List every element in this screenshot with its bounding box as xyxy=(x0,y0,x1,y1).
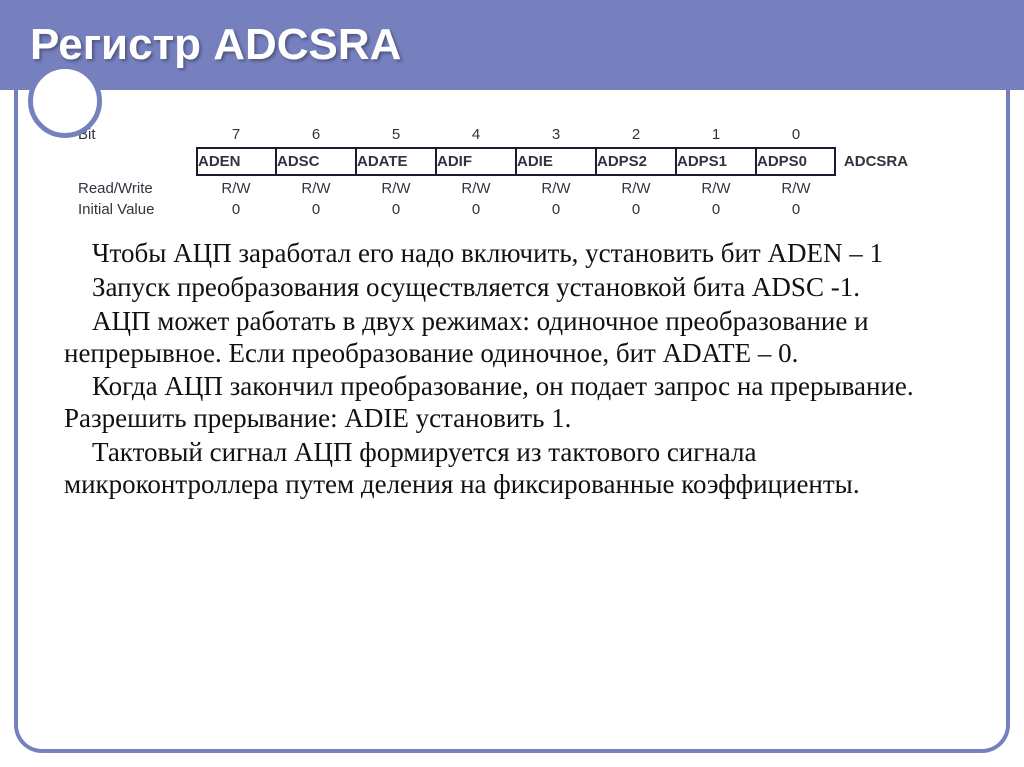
register-table: Bit 7 6 5 4 3 2 1 0 ADEN ADSC ADATE ADIF… xyxy=(76,126,948,218)
init-row-label: Initial Value xyxy=(76,201,196,218)
bit-name: ADSC xyxy=(276,147,356,176)
rw-cell: R/W xyxy=(676,180,756,197)
bit-num: 5 xyxy=(356,126,436,143)
rw-row-label: Read/Write xyxy=(76,180,196,197)
bit-name: ADPS0 xyxy=(756,147,836,176)
slide-title: Регистр ADCSRA xyxy=(30,20,401,70)
init-cell: 0 xyxy=(676,201,756,218)
title-bullet-icon xyxy=(28,64,102,138)
bit-num: 1 xyxy=(676,126,756,143)
bit-name: ADIF xyxy=(436,147,516,176)
bit-name: ADATE xyxy=(356,147,436,176)
paragraph: Чтобы АЦП заработал его надо включить, у… xyxy=(64,238,960,270)
rw-cell: R/W xyxy=(756,180,836,197)
bit-name: ADPS2 xyxy=(596,147,676,176)
rw-cell: R/W xyxy=(196,180,276,197)
bit-num: 2 xyxy=(596,126,676,143)
rw-cell: R/W xyxy=(356,180,436,197)
init-cell: 0 xyxy=(756,201,836,218)
body-text: Чтобы АЦП заработал его надо включить, у… xyxy=(64,238,960,501)
init-cell: 0 xyxy=(596,201,676,218)
init-cell: 0 xyxy=(276,201,356,218)
rw-cell: R/W xyxy=(516,180,596,197)
paragraph: АЦП может работать в двух режимах: одино… xyxy=(64,306,960,370)
content-frame: Bit 7 6 5 4 3 2 1 0 ADEN ADSC ADATE ADIF… xyxy=(14,90,1010,753)
init-cell: 0 xyxy=(196,201,276,218)
bit-name: ADEN xyxy=(196,147,276,176)
bit-row-label: Bit xyxy=(76,126,196,143)
bit-num: 4 xyxy=(436,126,516,143)
rw-cell: R/W xyxy=(596,180,676,197)
paragraph: Запуск преобразования осуществляется уст… xyxy=(64,272,960,304)
bit-num: 7 xyxy=(196,126,276,143)
rw-cell: R/W xyxy=(276,180,356,197)
paragraph: Тактовый сигнал АЦП формируется из такто… xyxy=(64,437,960,501)
paragraph: Когда АЦП закончил преобразование, он по… xyxy=(64,371,960,435)
rw-cell: R/W xyxy=(436,180,516,197)
bit-num: 0 xyxy=(756,126,836,143)
bit-num: 6 xyxy=(276,126,356,143)
register-name: ADCSRA xyxy=(836,153,916,170)
bit-name: ADPS1 xyxy=(676,147,756,176)
init-cell: 0 xyxy=(356,201,436,218)
bit-num: 3 xyxy=(516,126,596,143)
init-cell: 0 xyxy=(516,201,596,218)
bit-name: ADIE xyxy=(516,147,596,176)
slide-header: Регистр ADCSRA xyxy=(0,0,1024,90)
init-cell: 0 xyxy=(436,201,516,218)
